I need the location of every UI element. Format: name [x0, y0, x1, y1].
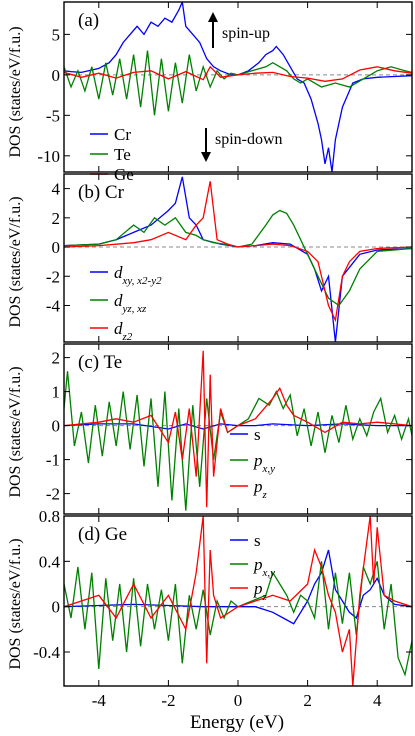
panel-d: -0.4 0 0.4 0.8 -4 -2 0 2 4 (d) Ge s px,ypz: [33, 507, 413, 710]
spin-up-label: spin-up: [222, 25, 270, 42]
y-tick-label: -4: [46, 296, 61, 315]
x-tick-label: -4: [92, 691, 107, 710]
series-line-c-0: [64, 423, 412, 430]
y-tick-label: -2: [46, 485, 60, 504]
y-tick-label: 0: [52, 598, 61, 617]
y-tick-label: -1: [46, 451, 60, 470]
panel-b: -4 -2 0 2 4 (b) Cr dxy, x2-y2 dyz, xz dz2: [46, 173, 413, 343]
legend-label: pz: [253, 579, 268, 603]
legend-label: pz: [253, 477, 268, 501]
y-tick-label: -5: [46, 106, 60, 125]
y-tick-label: 4: [52, 180, 61, 199]
x-tick-label: -2: [161, 691, 175, 710]
x-tick-label: 4: [373, 691, 382, 710]
y-axis-label-a: DOS (states/eV/f.u.): [7, 26, 24, 157]
series-line-b-1: [64, 209, 412, 307]
y-tick-label: 0.4: [39, 552, 61, 571]
series-line-b-2: [64, 181, 412, 323]
x-tick-label: 0: [234, 691, 243, 710]
panel-label: (c) Te: [78, 352, 122, 373]
y-tick-label: 0: [52, 238, 61, 257]
y-tick-label: 2: [52, 209, 61, 228]
legend-label: px,y: [253, 555, 275, 579]
legend-label: dz2: [114, 319, 133, 343]
x-axis-label: Energy (eV): [190, 712, 284, 733]
spin-down-arrowhead: [201, 152, 211, 162]
x-tick-label: 2: [303, 691, 312, 710]
y-axis-label-c: DOS (states/eV/f.u.): [7, 366, 24, 497]
series-line-a-2: [64, 65, 412, 82]
y-tick-label: -10: [37, 147, 60, 166]
y-tick-label: 0: [52, 417, 61, 436]
panel-c: -2 -1 0 1 2 (c) Te s px,ypz: [46, 343, 413, 515]
legend-label: Cr: [114, 125, 131, 144]
spin-down-label: spin-down: [215, 131, 283, 148]
series-line-a-1: [64, 50, 412, 116]
legend-label: dyz, xz: [114, 291, 147, 315]
y-tick-label: 2: [52, 349, 61, 368]
series-line-c-2: [64, 350, 412, 508]
series-line-d-0: [64, 549, 412, 625]
legend-label: s: [254, 531, 261, 550]
y-axis-label-d: DOS (states/eV/f.u.): [7, 538, 24, 669]
y-tick-label: 0: [52, 66, 61, 85]
y-tick-label: 1: [52, 383, 61, 402]
legend-label: px,y: [253, 451, 275, 475]
y-tick-label: 0.8: [39, 507, 60, 526]
panel-label: (a): [78, 10, 99, 31]
series-line-d-2: [64, 516, 412, 686]
legend-label: Te: [114, 145, 131, 164]
y-axis-label-b: DOS (states/eV/f.u.): [7, 196, 24, 327]
series-line-c-1: [64, 371, 412, 511]
legend-label: s: [254, 425, 261, 444]
spin-up-arrowhead: [208, 12, 218, 22]
y-tick-label: -2: [46, 267, 60, 286]
y-tick-label: -0.4: [33, 643, 60, 662]
legend-label: dxy, x2-y2: [114, 263, 162, 287]
series-line-a-0: [64, 2, 412, 172]
panel-label: (d) Ge: [78, 524, 127, 545]
y-tick-label: 5: [52, 25, 61, 44]
panel-label: (b) Cr: [78, 182, 125, 203]
